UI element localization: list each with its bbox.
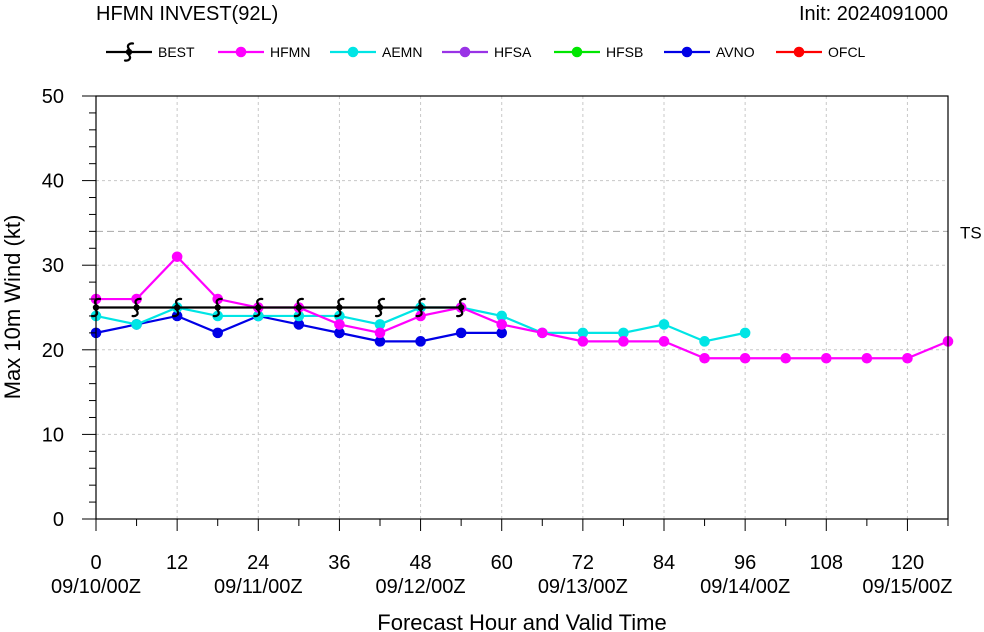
data-point (293, 319, 305, 330)
data-point (131, 319, 142, 330)
data-point (212, 327, 224, 339)
data-point (455, 327, 467, 339)
axes: 0 10 20 30 40 50 0 12 24 36 48 60 72 84 96 108 120 09/10/… (42, 86, 953, 598)
y-tick-label: 10 (42, 424, 64, 446)
data-point (618, 327, 629, 339)
x-tick-label: 108 (810, 552, 843, 574)
valid-time-label: 09/15/00Z (862, 576, 952, 598)
data-point (658, 336, 670, 347)
data-point (739, 352, 751, 364)
legend-item-hfsa: HFSA (442, 44, 532, 60)
data-point-hurricane (456, 297, 467, 318)
data-point-hurricane (212, 297, 223, 318)
data-point (496, 319, 508, 330)
data-point (374, 319, 386, 330)
legend: BEST HFMN AEMN HFSA HFSB AVNO OFCL (106, 42, 866, 62)
data-point (171, 251, 183, 263)
legend-hurricane-icon (123, 42, 135, 62)
legend-marker (571, 46, 583, 58)
y-tick-label: 20 (42, 340, 64, 362)
series-hfmn (90, 251, 954, 364)
data-point-hurricane (374, 297, 386, 318)
data-point (334, 327, 345, 339)
legend-item-aemn: AEMN (330, 44, 422, 60)
data-point (415, 336, 426, 347)
data-point (334, 319, 345, 330)
valid-time-label: 09/13/00Z (538, 576, 628, 598)
y-axis-label: Max 10m Wind (kt) (0, 215, 25, 400)
data-point (780, 352, 792, 364)
data-point (577, 336, 589, 347)
valid-time-label: 09/10/00Z (51, 576, 141, 598)
x-tick-label: 12 (166, 552, 188, 574)
data-point (699, 336, 710, 347)
legend-label: HFSA (494, 44, 532, 60)
legend-label: HFSB (606, 44, 643, 60)
plot-frame (95, 95, 949, 520)
x-tick-label: 0 (90, 552, 101, 574)
legend-marker (347, 46, 359, 58)
y-tick-label: 50 (42, 86, 64, 108)
data-point (496, 310, 508, 322)
data-point (577, 327, 589, 339)
data-point (902, 352, 913, 364)
legend-marker (235, 46, 247, 58)
legend-label: AEMN (382, 44, 422, 60)
data-point-hurricane (334, 297, 345, 318)
data-point-hurricane (253, 297, 264, 318)
data-point (374, 327, 386, 339)
valid-time-label: 09/14/00Z (700, 576, 790, 598)
series-layer (90, 251, 954, 364)
data-point (536, 327, 548, 339)
legend-marker (459, 46, 471, 58)
x-tick-label: 96 (734, 552, 756, 574)
data-point (739, 327, 751, 339)
legend-marker (681, 46, 693, 58)
legend-item-ofcl: OFCL (776, 44, 866, 60)
data-point (699, 352, 710, 364)
valid-time-label: 09/12/00Z (376, 576, 466, 598)
legend-label: AVNO (716, 44, 755, 60)
data-point (658, 319, 670, 330)
legend-label: OFCL (828, 44, 866, 60)
data-point-hurricane (131, 297, 142, 318)
legend-item-hfmn: HFMN (218, 44, 310, 60)
reference-lines: TS (96, 223, 982, 242)
x-axis-label: Forecast Hour and Valid Time (377, 610, 666, 632)
data-point (374, 336, 386, 347)
data-point (820, 352, 832, 364)
data-point (618, 336, 629, 347)
legend-item-best: BEST (106, 42, 195, 62)
valid-time-label: 09/11/00Z (214, 576, 303, 598)
legend-item-avno: AVNO (664, 44, 755, 60)
y-tick-label: 40 (42, 171, 64, 193)
series-line (96, 255, 949, 360)
data-point-hurricane (293, 297, 304, 318)
x-tick-label: 120 (891, 552, 924, 574)
x-tick-label: 60 (491, 552, 513, 574)
legend-label: BEST (158, 44, 195, 60)
reference-line-label: TS (960, 223, 982, 242)
x-tick-label: 24 (247, 552, 269, 574)
y-tick-label: 30 (42, 255, 64, 277)
series-best (90, 297, 467, 318)
chart-title: HFMN INVEST(92L) (96, 3, 278, 25)
legend-label: HFMN (270, 44, 310, 60)
legend-marker (793, 46, 805, 58)
x-tick-label: 36 (328, 552, 350, 574)
y-tick-label: 0 (53, 509, 64, 531)
x-tick-label: 84 (653, 552, 675, 574)
init-label: Init: 2024091000 (799, 3, 948, 25)
x-tick-label: 72 (572, 552, 594, 574)
x-tick-label: 48 (409, 552, 431, 574)
data-point-hurricane (172, 297, 183, 318)
data-point (861, 352, 873, 364)
data-point-hurricane (415, 297, 426, 318)
legend-item-hfsb: HFSB (554, 44, 643, 60)
data-point (496, 327, 508, 339)
